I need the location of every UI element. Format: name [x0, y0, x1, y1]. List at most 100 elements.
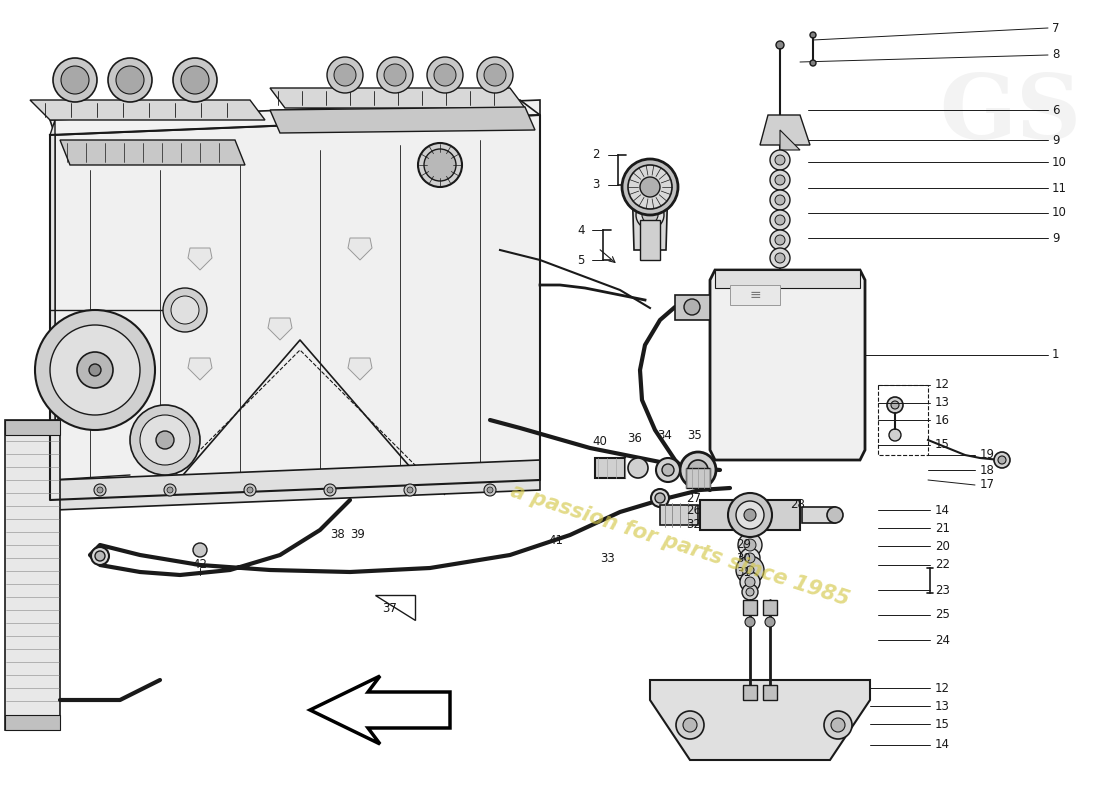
Text: 37: 37: [383, 602, 397, 614]
Circle shape: [728, 493, 772, 537]
Circle shape: [91, 547, 109, 565]
Polygon shape: [6, 420, 60, 730]
Circle shape: [164, 484, 176, 496]
Text: 20: 20: [935, 539, 950, 553]
Circle shape: [484, 64, 506, 86]
Circle shape: [94, 484, 106, 496]
Polygon shape: [6, 420, 60, 435]
Polygon shape: [640, 220, 660, 260]
Text: 10: 10: [1052, 155, 1067, 169]
Text: 9: 9: [1052, 134, 1059, 146]
Polygon shape: [675, 295, 710, 320]
Text: 21: 21: [935, 522, 950, 534]
Polygon shape: [50, 120, 55, 505]
Text: 9: 9: [1052, 231, 1059, 245]
Text: ≡: ≡: [749, 288, 761, 302]
Text: 42: 42: [192, 558, 208, 571]
Circle shape: [810, 60, 816, 66]
Circle shape: [170, 296, 199, 324]
Circle shape: [434, 64, 456, 86]
Polygon shape: [60, 140, 245, 165]
Text: 31: 31: [736, 566, 751, 578]
Circle shape: [776, 155, 785, 165]
Polygon shape: [270, 107, 535, 133]
Circle shape: [676, 711, 704, 739]
Polygon shape: [763, 685, 777, 700]
Circle shape: [167, 487, 173, 493]
Polygon shape: [742, 685, 757, 700]
Circle shape: [770, 150, 790, 170]
Polygon shape: [348, 238, 372, 260]
Circle shape: [776, 195, 785, 205]
Text: 39: 39: [351, 529, 365, 542]
Circle shape: [656, 458, 680, 482]
Polygon shape: [270, 88, 525, 108]
Polygon shape: [268, 318, 292, 340]
Circle shape: [740, 572, 760, 592]
Circle shape: [654, 493, 666, 503]
Circle shape: [776, 215, 785, 225]
Circle shape: [651, 489, 669, 507]
Circle shape: [636, 201, 664, 229]
Text: 25: 25: [935, 609, 950, 622]
Circle shape: [108, 58, 152, 102]
Circle shape: [334, 64, 356, 86]
Circle shape: [427, 57, 463, 93]
Circle shape: [994, 452, 1010, 468]
Circle shape: [163, 288, 207, 332]
Circle shape: [130, 405, 200, 475]
Circle shape: [97, 487, 103, 493]
Text: 24: 24: [935, 634, 950, 646]
Text: 13: 13: [935, 397, 950, 410]
Circle shape: [744, 539, 756, 551]
Circle shape: [487, 487, 493, 493]
Polygon shape: [595, 458, 625, 478]
Text: 40: 40: [593, 435, 607, 448]
Polygon shape: [742, 600, 757, 615]
Text: 3: 3: [593, 178, 600, 191]
Circle shape: [477, 57, 513, 93]
Circle shape: [891, 401, 899, 409]
Text: 6: 6: [1052, 103, 1059, 117]
Polygon shape: [375, 595, 415, 620]
Circle shape: [742, 584, 758, 600]
Circle shape: [407, 487, 412, 493]
Circle shape: [770, 210, 790, 230]
Text: 33: 33: [601, 551, 615, 565]
Circle shape: [745, 553, 755, 563]
Circle shape: [746, 566, 754, 574]
Circle shape: [810, 32, 816, 38]
Text: 23: 23: [935, 583, 950, 597]
Text: 12: 12: [935, 378, 950, 391]
Polygon shape: [55, 100, 540, 500]
Text: 15: 15: [935, 438, 950, 451]
Circle shape: [662, 464, 674, 476]
Polygon shape: [660, 505, 698, 525]
Polygon shape: [30, 100, 265, 120]
Polygon shape: [715, 270, 860, 288]
Text: 29: 29: [736, 538, 751, 551]
Circle shape: [377, 57, 412, 93]
Text: 26: 26: [686, 503, 701, 517]
Circle shape: [998, 456, 1006, 464]
Circle shape: [116, 66, 144, 94]
Circle shape: [248, 487, 253, 493]
Text: GS: GS: [939, 71, 1081, 158]
Text: 35: 35: [688, 429, 703, 442]
Polygon shape: [55, 460, 540, 510]
Text: 8: 8: [1052, 49, 1059, 62]
Circle shape: [89, 364, 101, 376]
Polygon shape: [188, 248, 212, 270]
Circle shape: [830, 718, 845, 732]
Polygon shape: [763, 600, 777, 615]
Text: 5: 5: [578, 254, 585, 266]
Text: 19: 19: [980, 449, 996, 462]
Circle shape: [770, 230, 790, 250]
Circle shape: [776, 235, 785, 245]
Text: 34: 34: [658, 429, 672, 442]
Circle shape: [50, 325, 140, 415]
Polygon shape: [730, 285, 780, 305]
Polygon shape: [50, 100, 540, 135]
Circle shape: [53, 58, 97, 102]
Circle shape: [745, 577, 755, 587]
